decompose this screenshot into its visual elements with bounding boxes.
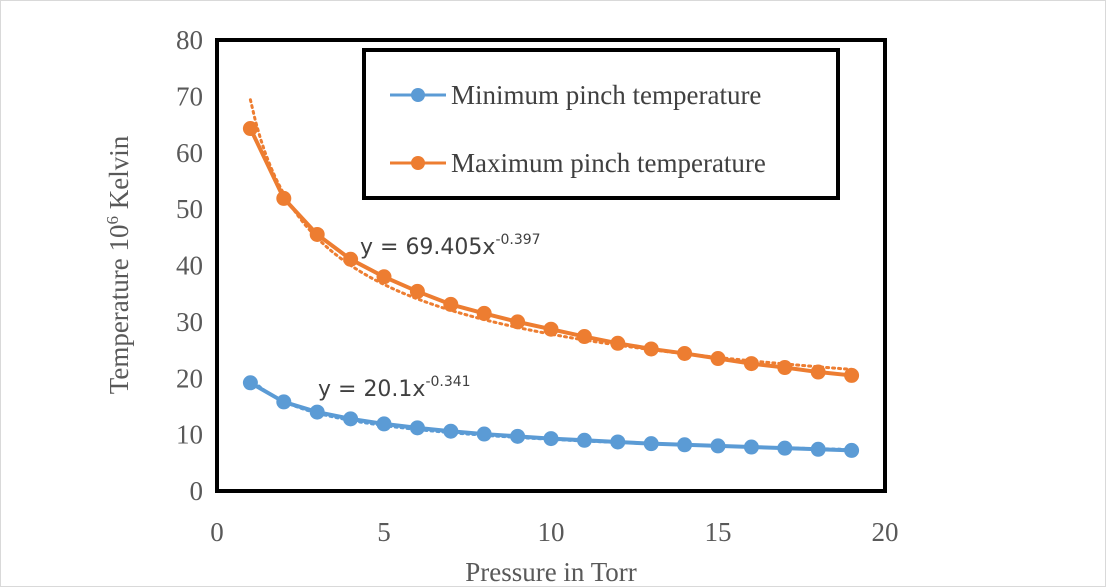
y-tick-label-10: 10	[176, 420, 203, 450]
trendline-label-min-exp: -0.341	[425, 374, 470, 390]
legend-box	[362, 48, 840, 200]
y-tick-label-50: 50	[176, 194, 203, 224]
series-points	[242, 121, 860, 458]
y-axis-title-sup: 6	[103, 216, 122, 225]
y-tick-label-70: 70	[176, 81, 203, 111]
point-max-19	[844, 367, 860, 383]
point-min-1	[242, 375, 258, 391]
point-max-13	[643, 341, 659, 357]
point-min-8	[476, 426, 492, 442]
trendline-label-max-exp: -0.397	[495, 232, 540, 248]
legend-label-min: Minimum pinch temperature	[451, 80, 761, 110]
x-tick-label-20: 20	[872, 517, 899, 547]
trendline-label-max-base: y = 69.405x	[360, 235, 495, 260]
point-max-10	[543, 321, 559, 337]
legend-label-max: Maximum pinch temperature	[451, 148, 766, 178]
trendline-label-min-base: y = 20.1x	[318, 377, 425, 402]
point-min-19	[844, 442, 860, 458]
y-axis-title-tail: Kelvin	[104, 135, 134, 216]
y-tick-label-60: 60	[176, 138, 203, 168]
legend-swatch-marker-max	[411, 156, 425, 170]
point-min-12	[610, 434, 626, 450]
point-max-9	[510, 314, 526, 330]
legend-swatch-marker-min	[411, 88, 425, 102]
point-max-8	[476, 305, 492, 321]
point-max-3	[309, 226, 325, 242]
y-tick-label-20: 20	[176, 363, 203, 393]
y-tick-label-40: 40	[176, 251, 203, 281]
x-tick-labels: 0 5 10 15 20	[210, 517, 898, 547]
point-max-7	[443, 296, 459, 312]
point-min-5	[376, 416, 392, 432]
point-max-6	[409, 283, 425, 299]
point-min-3	[309, 404, 325, 420]
y-axis-title: Temperature 106 Kelvin	[103, 135, 134, 394]
trendline-label-max: y = 69.405x-0.397	[360, 232, 541, 260]
legend: Minimum pinch temperature Maximum pinch …	[362, 48, 840, 200]
point-max-11	[576, 329, 592, 345]
point-max-15	[710, 351, 726, 367]
point-min-16	[743, 439, 759, 455]
point-min-18	[810, 441, 826, 457]
point-min-10	[543, 431, 559, 447]
point-min-14	[677, 437, 693, 453]
y-tick-label-30: 30	[176, 307, 203, 337]
point-min-13	[643, 436, 659, 452]
y-tick-label-0: 0	[190, 476, 204, 506]
x-tick-label-15: 15	[705, 517, 732, 547]
x-tick-label-0: 0	[210, 517, 224, 547]
x-axis-title: Pressure in Torr	[465, 557, 637, 587]
point-min-6	[409, 420, 425, 436]
point-max-18	[810, 364, 826, 380]
y-tick-labels: 0 10 20 30 40 50 60 70 80	[176, 25, 203, 506]
point-max-5	[376, 269, 392, 285]
point-min-11	[576, 432, 592, 448]
y-tick-label-80: 80	[176, 25, 203, 55]
point-max-1	[242, 121, 258, 137]
point-min-15	[710, 438, 726, 454]
trendline-label-min: y = 20.1x-0.341	[318, 374, 471, 402]
point-max-16	[743, 356, 759, 372]
point-max-17	[777, 360, 793, 376]
point-min-4	[343, 411, 359, 427]
x-tick-label-10: 10	[538, 517, 565, 547]
point-max-4	[343, 251, 359, 267]
point-max-14	[677, 345, 693, 361]
x-tick-label-5: 5	[377, 517, 391, 547]
point-max-12	[610, 335, 626, 351]
point-min-9	[510, 428, 526, 444]
point-min-2	[276, 394, 292, 410]
point-min-17	[777, 440, 793, 456]
point-max-2	[276, 190, 292, 206]
y-axis-title-main: Temperature 10	[104, 224, 134, 394]
point-min-7	[443, 423, 459, 439]
